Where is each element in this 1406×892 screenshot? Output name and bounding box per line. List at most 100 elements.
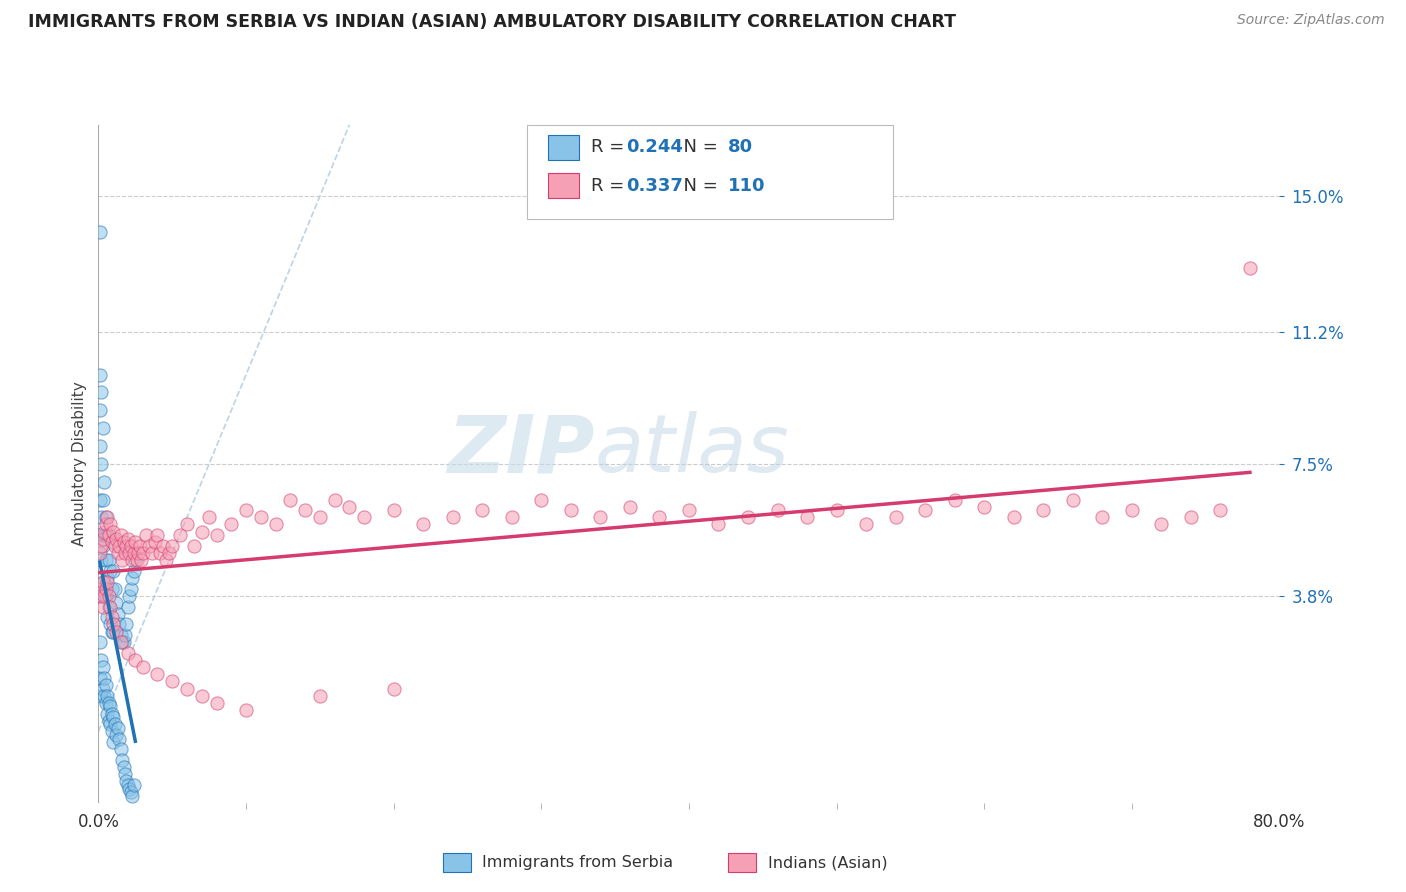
- Point: [162, 674, 183, 689]
- Point: [120, 539, 142, 553]
- Point: [169, 528, 191, 542]
- Point: [89, 403, 111, 417]
- Point: [93, 671, 115, 685]
- Point: [205, 528, 228, 542]
- Point: [104, 539, 127, 553]
- Point: [278, 492, 302, 507]
- Point: [124, 553, 146, 567]
- Point: [100, 706, 122, 721]
- Point: [1091, 510, 1114, 524]
- Point: [914, 503, 936, 517]
- Point: [105, 532, 128, 546]
- Point: [111, 753, 134, 767]
- Point: [97, 553, 120, 567]
- Text: IMMIGRANTS FROM SERBIA VS INDIAN (ASIAN) AMBULATORY DISABILITY CORRELATION CHART: IMMIGRANTS FROM SERBIA VS INDIAN (ASIAN)…: [28, 13, 956, 31]
- Point: [104, 717, 127, 731]
- Point: [96, 528, 118, 542]
- Point: [90, 689, 112, 703]
- Point: [198, 510, 221, 524]
- Text: 110: 110: [728, 177, 766, 194]
- Point: [441, 510, 464, 524]
- Point: [648, 510, 671, 524]
- Point: [91, 660, 114, 674]
- Point: [90, 589, 112, 603]
- Point: [91, 681, 114, 696]
- Point: [89, 546, 111, 560]
- Point: [560, 503, 582, 517]
- Text: ZIP: ZIP: [447, 411, 595, 490]
- Point: [412, 517, 434, 532]
- Point: [117, 532, 139, 546]
- Point: [90, 510, 112, 524]
- Point: [93, 589, 115, 603]
- Point: [91, 421, 114, 435]
- Point: [205, 696, 228, 710]
- Point: [97, 599, 120, 614]
- Point: [264, 517, 287, 532]
- Point: [121, 553, 143, 567]
- Point: [91, 539, 114, 553]
- Point: [120, 785, 142, 799]
- Point: [108, 617, 131, 632]
- Point: [143, 535, 166, 549]
- Point: [115, 617, 138, 632]
- Point: [1150, 517, 1173, 532]
- Point: [125, 553, 148, 567]
- Point: [90, 589, 112, 603]
- Point: [97, 589, 120, 603]
- Point: [100, 724, 122, 739]
- Point: [89, 582, 111, 596]
- Point: [707, 517, 730, 532]
- Point: [98, 564, 121, 578]
- Point: [114, 546, 136, 560]
- Point: [235, 503, 257, 517]
- Text: Source: ZipAtlas.com: Source: ZipAtlas.com: [1237, 13, 1385, 28]
- Point: [98, 517, 121, 532]
- Point: [1209, 503, 1232, 517]
- Point: [471, 503, 494, 517]
- Point: [105, 624, 128, 639]
- Point: [89, 368, 111, 382]
- Point: [108, 731, 131, 746]
- Point: [124, 653, 146, 667]
- Point: [766, 503, 789, 517]
- Point: [973, 500, 995, 514]
- Point: [176, 681, 198, 696]
- Point: [91, 492, 114, 507]
- Text: Immigrants from Serbia: Immigrants from Serbia: [482, 855, 673, 870]
- Point: [152, 539, 174, 553]
- Point: [183, 539, 205, 553]
- Point: [124, 535, 146, 549]
- Text: 0.337: 0.337: [626, 177, 682, 194]
- Point: [90, 653, 112, 667]
- Point: [382, 503, 405, 517]
- Point: [678, 503, 700, 517]
- Point: [93, 528, 115, 542]
- Point: [135, 528, 157, 542]
- Point: [117, 646, 139, 660]
- Point: [89, 492, 111, 507]
- Text: R =: R =: [591, 177, 630, 194]
- Point: [141, 546, 163, 560]
- Point: [337, 500, 360, 514]
- Point: [93, 475, 115, 489]
- Point: [107, 607, 129, 621]
- Point: [112, 760, 135, 774]
- Point: [103, 564, 125, 578]
- Point: [111, 635, 134, 649]
- Point: [96, 571, 118, 585]
- Point: [112, 535, 135, 549]
- Point: [98, 699, 121, 714]
- Point: [353, 510, 375, 524]
- Point: [138, 539, 160, 553]
- Point: [91, 582, 114, 596]
- Point: [1002, 510, 1025, 524]
- Point: [111, 553, 134, 567]
- Point: [117, 778, 139, 792]
- Point: [619, 500, 641, 514]
- Point: [89, 225, 111, 239]
- Point: [96, 574, 118, 589]
- Text: N =: N =: [672, 177, 724, 194]
- Point: [309, 510, 332, 524]
- Point: [1121, 503, 1143, 517]
